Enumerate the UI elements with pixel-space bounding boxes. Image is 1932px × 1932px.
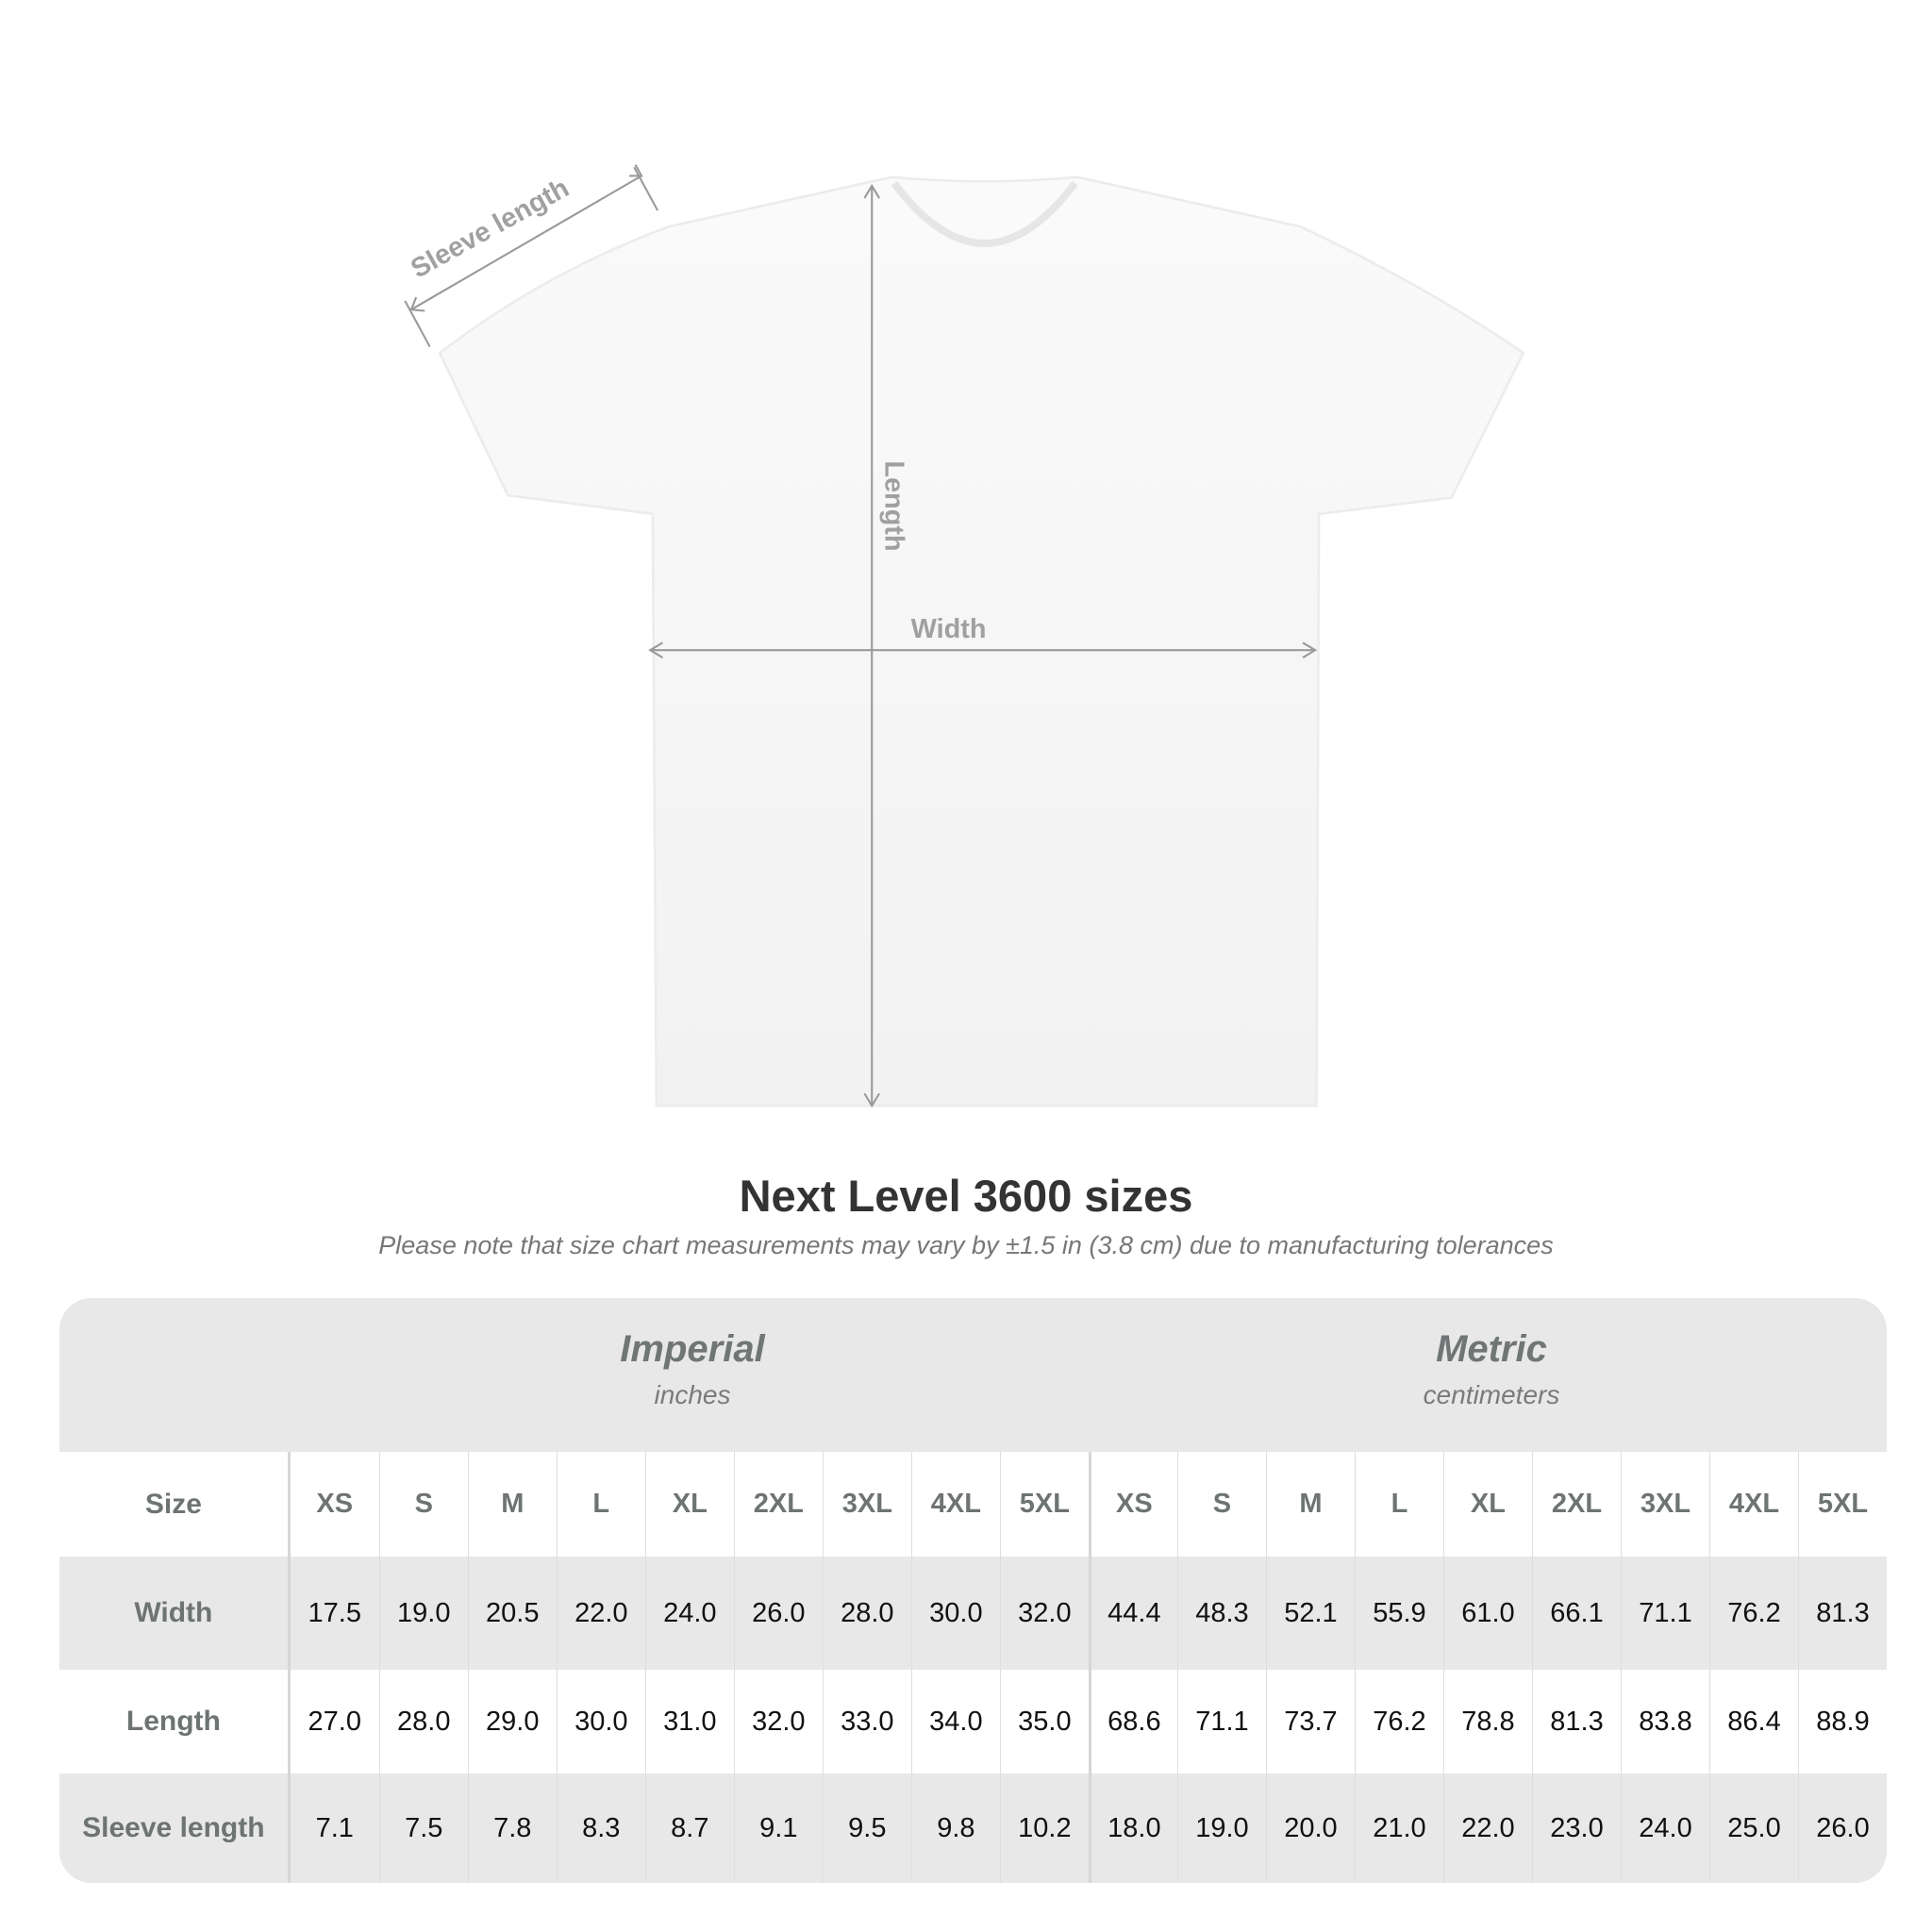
size-header-cell: XL — [1442, 1452, 1532, 1557]
sleeve-arrow — [410, 175, 642, 311]
size-header-cell: 2XL — [733, 1452, 823, 1557]
table-cell: 7.1 — [315, 1812, 354, 1843]
table-cell: 33.0 — [822, 1670, 911, 1774]
table-cell: 32.0 — [733, 1670, 823, 1774]
row-label: Width — [59, 1557, 291, 1670]
table-cell: 9.5 — [822, 1774, 911, 1883]
table-cell: 66.1 — [1531, 1557, 1621, 1670]
row-label: Size — [59, 1452, 291, 1557]
table-cell: 19.0 — [1176, 1774, 1266, 1883]
table-cell: 71.1 — [1176, 1670, 1266, 1774]
metric-header: Metric centimeters — [1091, 1298, 1887, 1452]
table-cell: 9.8 — [910, 1774, 1000, 1883]
table-cell: 81.3 — [1531, 1670, 1621, 1774]
table-cell: 23.0 — [1531, 1774, 1621, 1883]
length-label: Length — [879, 460, 909, 551]
size-header-cell: 5XL — [1798, 1452, 1887, 1557]
size-header-cell: S — [1176, 1452, 1266, 1557]
table-cell: 26.0 — [733, 1557, 823, 1670]
size-header-cell: 4XL — [910, 1452, 1000, 1557]
table-cell: 61.0 — [1442, 1557, 1532, 1670]
table-cell: 22.0 — [1442, 1774, 1532, 1883]
table-cell: 24.0 — [644, 1557, 734, 1670]
table-cell: 31.0 — [644, 1670, 734, 1774]
metric-heading: Metric — [1436, 1328, 1547, 1370]
metric-unit: centimeters — [1423, 1380, 1560, 1409]
imperial-unit: inches — [654, 1380, 731, 1409]
table-cell: 25.0 — [1709, 1774, 1798, 1883]
table-cell: 27.0 — [308, 1706, 361, 1737]
table-cell: 35.0 — [999, 1670, 1089, 1774]
table-cell: 48.3 — [1176, 1557, 1266, 1670]
width-label: Width — [911, 614, 987, 644]
table-cell: 30.0 — [556, 1670, 645, 1774]
size-header-cell: 4XL — [1709, 1452, 1798, 1557]
table-cell: 55.9 — [1354, 1557, 1443, 1670]
size-header-cell: XS — [316, 1489, 354, 1519]
size-header-cell: L — [556, 1452, 645, 1557]
collar — [891, 180, 1078, 247]
table-cell: 81.3 — [1798, 1557, 1887, 1670]
table-cell: 22.0 — [556, 1557, 645, 1670]
imperial-header: Imperial inches — [291, 1298, 1093, 1452]
size-header-cell: S — [378, 1452, 468, 1557]
size-header-cell: XS — [1088, 1452, 1177, 1557]
table-cell: 26.0 — [1798, 1774, 1887, 1883]
table-cell: 20.0 — [1265, 1774, 1355, 1883]
table-cell: 19.0 — [378, 1557, 468, 1670]
table-cell: 34.0 — [910, 1670, 1000, 1774]
size-header-cell: L — [1354, 1452, 1443, 1557]
tshirt-diagram: Sleeve length Length Width — [404, 164, 1525, 1108]
table-row: Sleeve length 7.1 7.5 7.8 8.3 8.7 9.1 9.5 9.8 10.… — [59, 1774, 1887, 1883]
table-cell: 28.0 — [822, 1557, 911, 1670]
table-cell: 18.0 — [1088, 1774, 1177, 1883]
size-header-cell: 3XL — [822, 1452, 911, 1557]
table-cell: 86.4 — [1709, 1670, 1798, 1774]
table-cell: 88.9 — [1798, 1670, 1887, 1774]
size-header-cell: M — [467, 1452, 557, 1557]
imperial-heading: Imperial — [620, 1328, 765, 1370]
table-cell: 30.0 — [910, 1557, 1000, 1670]
table-cell: 24.0 — [1620, 1774, 1709, 1883]
table-cell: 29.0 — [467, 1670, 557, 1774]
size-header-cell: XL — [644, 1452, 734, 1557]
row-label: Sleeve length — [59, 1774, 291, 1883]
size-header-cell: 3XL — [1620, 1452, 1709, 1557]
table-cell: 8.3 — [556, 1774, 645, 1883]
table-cell: 8.7 — [644, 1774, 734, 1883]
table-cell: 76.2 — [1709, 1557, 1798, 1670]
size-header-cell: 5XL — [999, 1452, 1089, 1557]
table-cell: 44.4 — [1088, 1557, 1177, 1670]
table-row: Length 27.0 28.0 29.0 30.0 31.0 32.0 33.0 34.0 35… — [59, 1670, 1887, 1774]
table-cell: 10.2 — [999, 1774, 1089, 1883]
table-cell: 32.0 — [999, 1557, 1089, 1670]
row-label: Length — [59, 1670, 291, 1774]
table-cell: 7.8 — [467, 1774, 557, 1883]
page-title: Next Level 3600 sizes — [739, 1171, 1193, 1221]
tolerance-note: Please note that size chart measurements… — [378, 1231, 1554, 1259]
table-row: Width 17.5 19.0 20.5 22.0 24.0 26.0 28.0 30.0 32.… — [59, 1557, 1887, 1670]
tshirt-image — [438, 175, 1525, 1108]
table-cell: 71.1 — [1620, 1557, 1709, 1670]
size-header-row: Size XS S M L XL 2XL 3XL 4XL 5XL XS S M L XL 2XL 3XL 4XL 5… — [59, 1452, 1887, 1557]
size-header-cell: M — [1265, 1452, 1355, 1557]
table-cell: 78.8 — [1442, 1670, 1532, 1774]
table-cell: 7.5 — [378, 1774, 468, 1883]
table-cell: 68.6 — [1088, 1670, 1177, 1774]
size-header-cell: 2XL — [1531, 1452, 1621, 1557]
table-cell: 9.1 — [733, 1774, 823, 1883]
table-cell: 52.1 — [1265, 1557, 1355, 1670]
table-cell: 76.2 — [1354, 1670, 1443, 1774]
table-cell: 28.0 — [378, 1670, 468, 1774]
table-cell: 73.7 — [1265, 1670, 1355, 1774]
table-cell: 83.8 — [1620, 1670, 1709, 1774]
table-cell: 21.0 — [1354, 1774, 1443, 1883]
table-cell: 20.5 — [467, 1557, 557, 1670]
table-cell: 17.5 — [308, 1597, 361, 1628]
size-table: Imperial inches Metric centimeters Size X… — [59, 1298, 1887, 1883]
